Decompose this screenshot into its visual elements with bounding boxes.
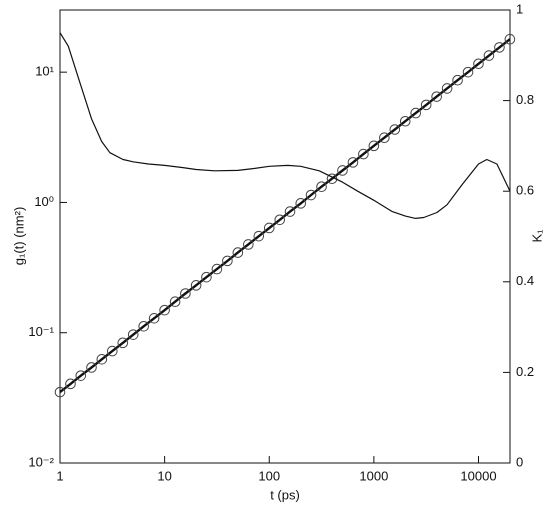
data-point (243, 239, 254, 250)
data-point (180, 288, 191, 299)
data-point (106, 345, 118, 357)
y2-tick-label: 0.4 (516, 273, 534, 288)
data-point (399, 115, 411, 127)
y-axis-label: g₁(t) (nm²) (11, 207, 26, 266)
data-point (420, 99, 432, 111)
x-tick-label: 1 (56, 468, 63, 483)
data-point (295, 198, 307, 209)
data-point (138, 321, 150, 332)
y-tick-label: 10⁰ (34, 194, 54, 209)
data-point (127, 329, 139, 340)
data-point (274, 214, 286, 226)
data-point (169, 296, 181, 308)
data-point (222, 255, 233, 267)
data-point (441, 83, 453, 94)
data-point (368, 140, 380, 152)
y-tick-label: 10¹ (35, 64, 54, 79)
data-point (410, 107, 422, 119)
data-point (159, 304, 170, 316)
data-point (337, 165, 348, 176)
data-point (431, 91, 442, 102)
y-tick-label: 10⁻¹ (28, 324, 54, 339)
data-point (316, 181, 327, 193)
data-point (190, 280, 202, 291)
y2-tick-label: 0.2 (516, 364, 534, 379)
data-point (232, 247, 244, 258)
data-point (358, 148, 369, 160)
series-line (59, 38, 511, 394)
data-point (117, 337, 129, 349)
data-point (462, 66, 474, 78)
series-line (59, 32, 511, 219)
x-tick-label: 10000 (460, 468, 496, 483)
x-axis-label: t (ps) (270, 487, 300, 502)
y2-tick-label: 0.6 (516, 183, 534, 198)
plot-frame (59, 9, 511, 464)
y2-tick-label: 0.8 (516, 92, 534, 107)
data-point (284, 206, 296, 217)
data-point (211, 263, 223, 275)
x-tick-label: 1000 (359, 468, 388, 483)
x-tick-label: 10 (157, 468, 171, 483)
data-point (65, 378, 76, 390)
data-point (305, 189, 317, 201)
data-point (504, 33, 516, 45)
y2-tick-label: 1 (516, 1, 523, 16)
y-tick-label: 10⁻² (28, 454, 54, 469)
data-point (75, 370, 87, 381)
data-point (452, 74, 463, 86)
data-point (86, 362, 97, 373)
data-point (263, 222, 275, 234)
data-point (201, 271, 212, 283)
x-tick-label: 100 (258, 468, 280, 483)
data-point (389, 124, 401, 135)
data-point (253, 230, 265, 242)
data-point (473, 58, 484, 70)
data-point (54, 386, 66, 398)
y2-tick-label: 0 (516, 454, 523, 469)
y2-axis-label: K₁ (529, 229, 544, 243)
data-point (96, 354, 108, 365)
data-point (148, 313, 160, 324)
data-point (379, 132, 390, 143)
data-point (483, 50, 495, 61)
data-point (494, 42, 505, 53)
data-point (347, 157, 359, 168)
